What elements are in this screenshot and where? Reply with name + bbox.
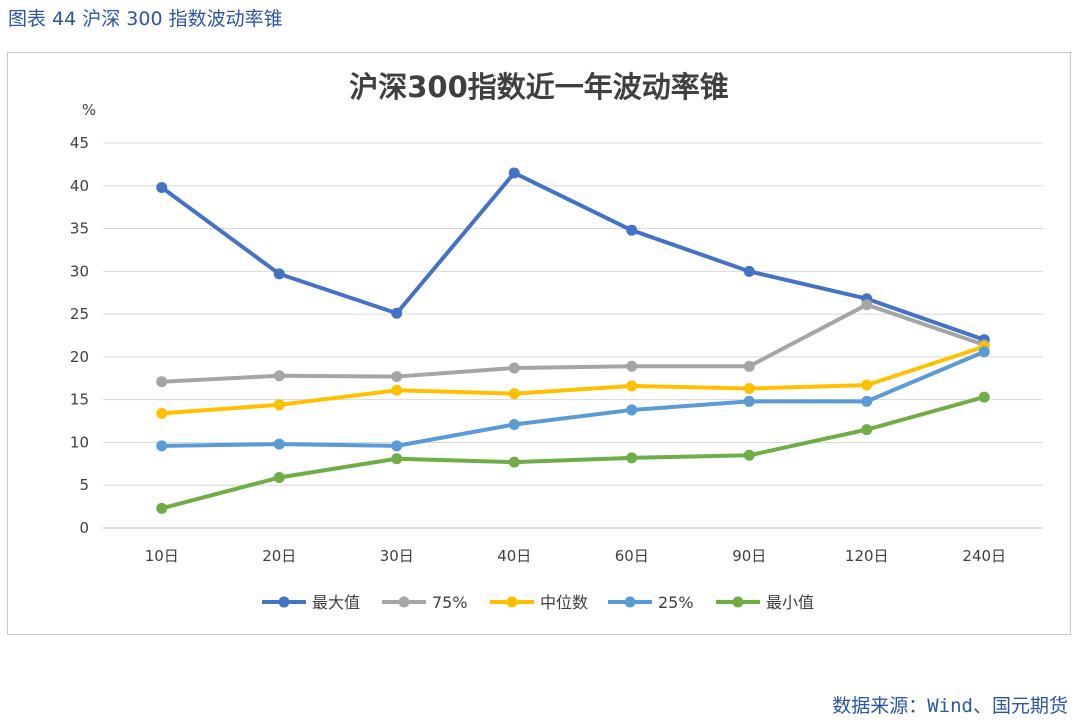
y-tick-label: 15 bbox=[70, 391, 89, 409]
y-tick-label: 35 bbox=[70, 220, 89, 238]
data-point bbox=[509, 167, 520, 178]
data-point bbox=[274, 399, 285, 410]
y-tick-label: 20 bbox=[70, 348, 89, 366]
x-tick-label: 120日 bbox=[845, 547, 889, 565]
y-tick-label: 25 bbox=[70, 305, 89, 323]
x-tick-label: 240日 bbox=[962, 547, 1006, 565]
data-point bbox=[391, 371, 402, 382]
data-point bbox=[626, 404, 637, 415]
legend-item-max: 最大值 bbox=[262, 593, 360, 612]
data-point bbox=[861, 299, 872, 310]
x-tick-label: 60日 bbox=[615, 547, 649, 565]
legend-marker bbox=[625, 597, 636, 608]
data-point bbox=[274, 268, 285, 279]
data-point bbox=[979, 392, 990, 403]
legend-marker bbox=[733, 597, 744, 608]
data-point bbox=[509, 457, 520, 468]
data-point bbox=[626, 380, 637, 391]
legend: 最大值 75% 中位数 25% 最小值 bbox=[262, 593, 814, 612]
y-axis-unit-label: % bbox=[82, 101, 96, 119]
x-tick-label: 10日 bbox=[145, 547, 179, 565]
legend-label: 25% bbox=[658, 593, 694, 612]
x-axis-ticks: 10日 20日 30日 40日 60日 90日 120日 240日 bbox=[145, 547, 1006, 565]
series-group bbox=[156, 167, 990, 513]
data-point bbox=[744, 383, 755, 394]
y-tick-label: 0 bbox=[79, 519, 89, 537]
series-min bbox=[156, 392, 990, 514]
data-point bbox=[626, 361, 637, 372]
data-point bbox=[391, 453, 402, 464]
data-point bbox=[509, 419, 520, 430]
data-point bbox=[391, 440, 402, 451]
y-tick-label: 5 bbox=[79, 476, 89, 494]
data-point bbox=[979, 346, 990, 357]
series-p75 bbox=[156, 299, 990, 387]
data-point bbox=[156, 182, 167, 193]
legend-marker bbox=[507, 597, 518, 608]
figure-caption: 图表 44 沪深 300 指数波动率锥 bbox=[8, 4, 283, 31]
x-tick-label: 20日 bbox=[262, 547, 296, 565]
legend-item-min: 最小值 bbox=[716, 593, 814, 612]
series-max bbox=[156, 167, 990, 345]
legend-item-p25: 25% bbox=[608, 593, 694, 612]
data-point bbox=[509, 363, 520, 374]
chart-frame: 沪深300指数近一年波动率锥 % 0 5 10 15 20 25 30 35 40 45 10日 2… bbox=[7, 52, 1071, 635]
legend-label: 最小值 bbox=[766, 593, 814, 612]
data-point bbox=[274, 370, 285, 381]
legend-label: 75% bbox=[432, 593, 468, 612]
y-tick-label: 30 bbox=[70, 262, 89, 280]
data-point bbox=[274, 472, 285, 483]
data-point bbox=[156, 376, 167, 387]
y-tick-label: 45 bbox=[70, 134, 89, 152]
series-line bbox=[162, 173, 985, 340]
series-line bbox=[162, 397, 985, 508]
chart-title: 沪深300指数近一年波动率锥 bbox=[349, 70, 729, 104]
x-tick-label: 90日 bbox=[732, 547, 766, 565]
x-tick-label: 40日 bbox=[497, 547, 531, 565]
series-p25 bbox=[156, 346, 990, 451]
data-point bbox=[156, 408, 167, 419]
series-line bbox=[162, 305, 985, 382]
legend-marker bbox=[279, 597, 290, 608]
data-point bbox=[156, 440, 167, 451]
legend-label: 中位数 bbox=[540, 593, 588, 612]
y-axis-ticks: 0 5 10 15 20 25 30 35 40 45 bbox=[70, 134, 89, 537]
legend-item-median: 中位数 bbox=[490, 593, 588, 612]
data-point bbox=[156, 503, 167, 514]
data-point bbox=[744, 266, 755, 277]
data-point bbox=[861, 396, 872, 407]
data-point bbox=[626, 225, 637, 236]
data-point bbox=[744, 361, 755, 372]
source-note: 数据来源：Wind、国元期货 bbox=[832, 691, 1068, 718]
legend-label: 最大值 bbox=[312, 593, 360, 612]
data-point bbox=[744, 450, 755, 461]
data-point bbox=[274, 439, 285, 450]
data-point bbox=[509, 388, 520, 399]
y-tick-label: 10 bbox=[70, 433, 89, 451]
y-tick-label: 40 bbox=[70, 177, 89, 195]
data-point bbox=[626, 452, 637, 463]
data-point bbox=[861, 380, 872, 391]
data-point bbox=[391, 308, 402, 319]
volatility-cone-chart: 沪深300指数近一年波动率锥 % 0 5 10 15 20 25 30 35 40 45 10日 2… bbox=[8, 53, 1070, 634]
data-point bbox=[391, 385, 402, 396]
data-point bbox=[744, 396, 755, 407]
legend-item-p75: 75% bbox=[382, 593, 468, 612]
data-point bbox=[861, 424, 872, 435]
legend-marker bbox=[399, 597, 410, 608]
x-tick-label: 30日 bbox=[380, 547, 414, 565]
